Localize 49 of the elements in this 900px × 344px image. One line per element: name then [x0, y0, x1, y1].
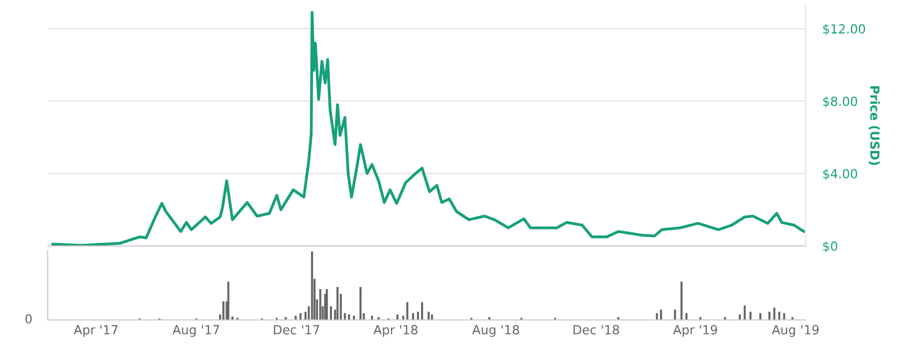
bar — [680, 282, 683, 320]
bar — [685, 313, 688, 320]
y-axis-title: Price (USD) — [868, 86, 880, 165]
bar — [744, 306, 746, 320]
y-tick-label: $12.00 — [823, 24, 866, 36]
bar — [344, 313, 346, 320]
bar — [773, 308, 776, 320]
text: 0 — [25, 314, 32, 324]
bar — [416, 312, 420, 320]
bar — [336, 287, 339, 320]
bar — [421, 302, 424, 320]
bar — [783, 313, 786, 320]
bar — [330, 306, 332, 320]
bar — [326, 289, 328, 320]
bar — [656, 313, 658, 320]
y-tick-label: $4.00 — [823, 168, 858, 180]
bar — [791, 317, 794, 320]
bar — [300, 313, 302, 320]
bar — [724, 317, 726, 320]
bar — [406, 302, 408, 320]
y-tick-label: $0 — [823, 241, 838, 253]
x-tick-label: Aug '19 — [772, 325, 819, 337]
bar — [768, 312, 770, 320]
bar — [778, 312, 780, 320]
x-tick-label: Aug '17 — [172, 325, 220, 337]
bar — [227, 282, 230, 320]
x-tick-label: Apr '17 — [74, 325, 118, 337]
line-series — [51, 11, 806, 246]
bar — [428, 312, 430, 320]
bar — [674, 310, 676, 320]
bar — [699, 317, 702, 320]
x-tick-label: Apr '19 — [673, 325, 718, 337]
bar — [319, 289, 322, 320]
bar — [749, 312, 752, 320]
bar — [617, 317, 620, 320]
bar — [311, 251, 314, 320]
bar — [284, 317, 287, 320]
x-tick-label: Dec '18 — [574, 325, 620, 334]
x-tick-label: Dec '17 — [274, 325, 320, 334]
bar — [488, 317, 490, 320]
x-tick-label: Aug '18 — [472, 325, 519, 337]
bar — [412, 313, 414, 320]
bar — [759, 313, 762, 320]
y-tick-label: $8.00 — [823, 96, 858, 108]
bar — [359, 287, 362, 320]
x-tick-label: Apr '18 — [373, 325, 418, 337]
bar — [222, 301, 224, 320]
bar — [378, 317, 380, 320]
bar — [660, 310, 662, 320]
